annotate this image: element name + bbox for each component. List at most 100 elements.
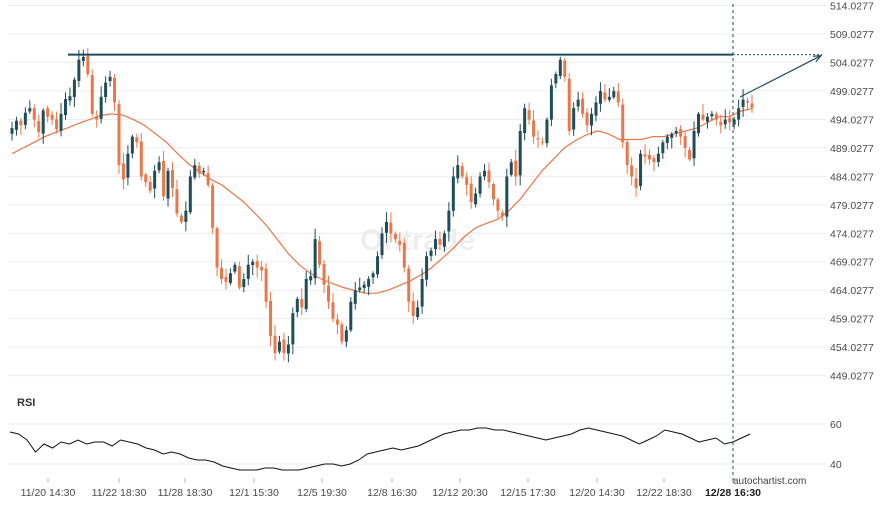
brand-label: autochartist.com <box>733 476 806 487</box>
candle-body <box>313 239 317 279</box>
candle-body <box>527 110 531 120</box>
candle-body <box>487 170 491 183</box>
rsi-grid <box>8 423 826 465</box>
candle-body <box>639 153 643 186</box>
candle-body <box>166 170 170 199</box>
price-tick-label: 479.0277 <box>830 200 874 212</box>
candle-body <box>184 210 188 222</box>
candle-body <box>99 96 103 119</box>
candle-body <box>157 162 161 171</box>
candle-body <box>554 74 558 84</box>
candle-body <box>23 112 27 125</box>
candle-body <box>750 103 754 109</box>
candle-body <box>384 222 388 233</box>
candle-body <box>362 284 366 288</box>
candle-body <box>607 96 611 100</box>
candle-body <box>228 273 232 283</box>
projection-arrowhead <box>812 54 823 63</box>
candle-body <box>460 166 464 177</box>
candle-body <box>72 79 76 97</box>
moving-average-line <box>11 108 753 294</box>
candle-body <box>41 110 45 134</box>
candle-body <box>291 313 295 345</box>
candle-body <box>572 108 576 130</box>
candle-body <box>451 176 455 211</box>
time-tick-label: 12/22 18:30 <box>636 487 692 499</box>
time-tick-label: 12/12 20:30 <box>432 487 488 499</box>
candle-body <box>135 137 139 143</box>
price-tick-label: 484.0277 <box>830 171 874 183</box>
candle-body <box>643 154 647 157</box>
candle-body <box>206 173 210 186</box>
price-grid <box>8 5 826 377</box>
candle-body <box>50 114 54 120</box>
candle-body <box>692 130 696 159</box>
candle-body <box>335 319 339 325</box>
candle-body <box>514 160 518 177</box>
candle-body <box>474 193 478 205</box>
candle-body <box>728 117 732 123</box>
candle-body <box>304 278 308 310</box>
candle-body <box>121 163 125 180</box>
candle-body <box>211 185 215 228</box>
candle-body <box>536 138 540 140</box>
candle-body <box>576 99 580 107</box>
time-tick-label: 12/8 16:30 <box>367 487 417 499</box>
time-tick-label: 11/28 18:30 <box>158 487 213 499</box>
candle-body <box>77 59 81 81</box>
candle-body <box>567 78 571 131</box>
candle-body <box>746 100 750 103</box>
candle-body <box>612 91 616 98</box>
candle-body <box>255 261 259 268</box>
candle-body <box>393 233 397 240</box>
candle-body <box>598 91 602 104</box>
candle-body <box>647 154 651 160</box>
candle-body <box>621 104 625 143</box>
candle-body <box>701 114 705 120</box>
candle-body <box>170 169 174 188</box>
candle-body <box>215 228 219 268</box>
time-tick-label: 12/28 16:30 <box>705 487 761 499</box>
candle-body <box>518 130 522 176</box>
candle-body <box>251 261 255 266</box>
candle-body <box>295 298 299 313</box>
rsi-tick-label: 60 <box>830 419 842 431</box>
price-tick-label: 474.0277 <box>830 228 874 240</box>
candle-body <box>714 113 718 120</box>
watermark: Ontrade <box>360 224 475 257</box>
candle-body <box>10 128 14 134</box>
rsi-label: RSI <box>17 397 35 409</box>
candle-body <box>376 256 380 275</box>
candle-body <box>523 108 527 134</box>
candle-body <box>625 142 629 166</box>
candle-body <box>331 302 335 319</box>
candle-body <box>188 176 192 213</box>
candle-body <box>113 77 117 103</box>
candle-body <box>233 264 237 272</box>
candle-body <box>144 174 148 183</box>
time-tick-label: 12/1 15:30 <box>229 487 279 499</box>
candle-body <box>402 242 406 268</box>
candle-body <box>563 60 567 77</box>
candle-body <box>433 239 437 250</box>
candle-body <box>737 108 741 120</box>
candle-body <box>322 264 326 285</box>
price-tick-label: 464.0277 <box>830 285 874 297</box>
candle-body <box>162 160 166 197</box>
candle-body <box>549 85 553 120</box>
price-tick-label: 469.0277 <box>830 257 874 269</box>
candle-body <box>46 108 50 117</box>
projection-arrow <box>739 55 822 98</box>
rsi-path <box>9 427 751 471</box>
candle-body <box>425 256 429 280</box>
candle-body <box>581 98 585 114</box>
candle-body <box>353 290 357 304</box>
candle-body <box>389 222 393 234</box>
candle-body <box>175 189 179 214</box>
candle-body <box>63 99 67 116</box>
candle-body <box>309 276 313 281</box>
price-tick-label: 514.0277 <box>830 1 874 13</box>
candle-body <box>509 162 513 175</box>
price-tick-label: 449.0277 <box>830 371 874 383</box>
